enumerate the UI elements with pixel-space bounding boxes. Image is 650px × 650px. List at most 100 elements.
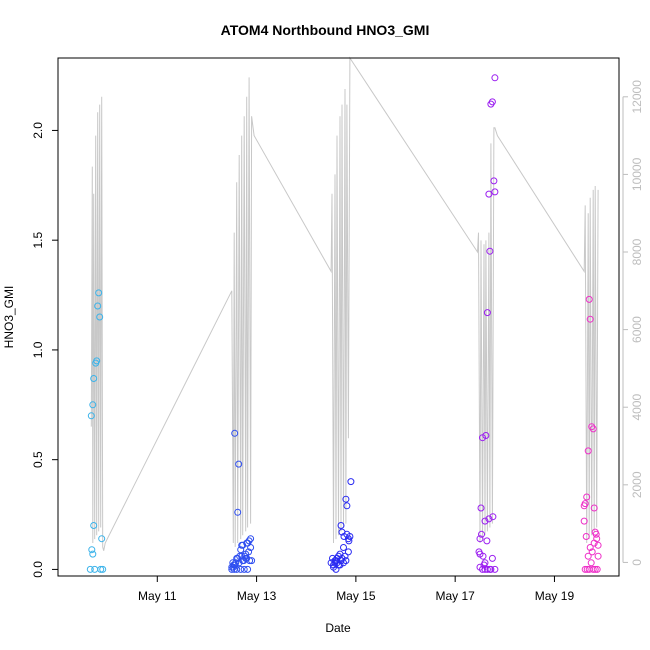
data-point — [248, 557, 256, 565]
data-point — [246, 557, 254, 565]
data-point — [340, 533, 348, 540]
data-point — [588, 548, 596, 556]
data-point — [592, 530, 600, 538]
data-point — [234, 508, 242, 516]
data-point — [476, 550, 484, 558]
data-point — [590, 504, 598, 512]
data-point — [488, 98, 496, 106]
data-point — [589, 425, 597, 433]
data-point — [244, 565, 252, 573]
data-point — [589, 565, 597, 573]
data-point — [594, 541, 602, 549]
data-point — [477, 504, 485, 512]
data-point — [230, 561, 238, 569]
data-point — [89, 401, 97, 409]
y-axis-label: HNO3_GMI — [2, 286, 16, 349]
data-point — [98, 535, 106, 543]
data-point — [586, 315, 594, 323]
data-point — [336, 550, 344, 558]
data-point — [338, 528, 346, 536]
data-point — [340, 544, 347, 551]
data-point — [481, 559, 489, 567]
data-point — [88, 546, 96, 554]
data-point — [591, 565, 599, 573]
data-point — [347, 478, 355, 486]
data-point — [232, 559, 240, 567]
data-point — [491, 565, 499, 573]
altitude-layer — [90, 56, 599, 551]
data-point — [237, 565, 245, 573]
data-point — [481, 565, 489, 573]
data-point — [343, 502, 351, 510]
y2-tick-label: 6000 — [630, 316, 644, 343]
data-point — [95, 289, 103, 297]
y-tick-label: 0.5 — [31, 451, 45, 468]
data-point — [481, 517, 489, 525]
x-axis-label: Date — [325, 621, 351, 635]
data-point — [96, 313, 104, 321]
data-point — [231, 429, 239, 437]
data-point — [594, 552, 602, 560]
x-tick-label: May 13 — [237, 589, 277, 603]
data-point — [584, 552, 592, 560]
data-point — [99, 565, 107, 573]
data-point — [237, 546, 245, 554]
data-point — [476, 535, 484, 543]
x-tick-label: May 19 — [535, 589, 575, 603]
x-tick-label: May 17 — [435, 589, 475, 603]
data-point — [93, 357, 101, 365]
data-point — [585, 295, 593, 303]
x-tick-label: May 11 — [138, 589, 177, 603]
data-point — [235, 460, 243, 468]
data-point — [238, 541, 246, 549]
data-point — [228, 563, 236, 571]
data-point — [244, 539, 252, 547]
data-point — [335, 561, 342, 569]
data-point — [90, 522, 98, 529]
y-tick-label: 2.0 — [31, 122, 45, 139]
data-point — [236, 552, 244, 560]
data-point — [245, 548, 253, 556]
data-point — [94, 302, 102, 310]
x-axis: May 11 May 13 May 15 May 17 May 19 — [138, 576, 574, 603]
y2-tick-label: 10000 — [630, 157, 644, 191]
data-point — [345, 537, 353, 545]
y2-tick-label: 4000 — [630, 394, 644, 421]
y2-tick-label: 0 — [630, 559, 644, 566]
data-point — [86, 565, 94, 573]
data-point — [584, 447, 592, 455]
data-point — [342, 495, 350, 503]
data-point — [486, 247, 494, 255]
plot-frame — [57, 57, 620, 577]
data-point — [97, 565, 105, 573]
y2-axis-right: 0 2000 4000 6000 8000 10000 12000 — [622, 80, 644, 566]
data-point — [483, 565, 491, 573]
y-tick-label: 1.0 — [31, 341, 45, 358]
data-point — [586, 544, 594, 551]
data-point — [242, 554, 250, 562]
data-point — [479, 565, 486, 573]
chart-title: ATOM4 Northbound HNO3_GMI — [221, 22, 430, 38]
data-point — [491, 74, 499, 82]
data-point — [590, 539, 598, 547]
data-point — [87, 412, 95, 420]
data-point — [478, 530, 485, 538]
data-point — [580, 517, 588, 525]
data-point — [488, 554, 496, 562]
data-point — [581, 500, 589, 508]
data-point — [485, 515, 493, 523]
data-point — [490, 177, 498, 185]
y-tick-label: 1.5 — [31, 232, 45, 249]
data-point — [483, 537, 491, 545]
data-point — [482, 432, 490, 439]
data-point — [483, 309, 491, 317]
y2-tick-label: 2000 — [630, 471, 644, 498]
data-point — [491, 188, 499, 196]
data-point — [240, 565, 248, 573]
data-point — [331, 559, 339, 567]
data-point — [485, 190, 493, 198]
y2-tick-label: 8000 — [630, 238, 644, 265]
data-point — [89, 550, 97, 558]
data-point — [337, 522, 345, 529]
